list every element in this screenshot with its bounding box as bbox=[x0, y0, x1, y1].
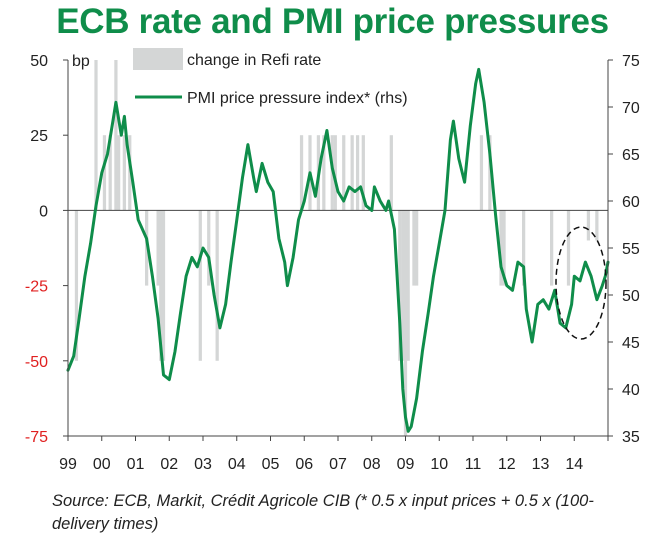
refi-bar-4 bbox=[114, 60, 118, 211]
refi-bar-0 bbox=[74, 210, 79, 361]
refi-bar-11 bbox=[161, 210, 166, 361]
annotation-ellipse bbox=[555, 226, 607, 340]
refi-bar-15 bbox=[299, 135, 304, 211]
x-tick-label: 11 bbox=[465, 456, 482, 473]
legend-bar-label: change in Refi rate bbox=[187, 52, 321, 69]
x-tick-label: 02 bbox=[160, 456, 178, 473]
refi-bar-32 bbox=[479, 135, 484, 211]
x-axis-ticks: 99 00 01 02 03 04 05 06 07 08 09 10 11 12 13 14 bbox=[59, 436, 609, 473]
legend: change in Refi rate PMI price pressure i… bbox=[133, 48, 408, 107]
refi-bar-14 bbox=[215, 210, 219, 361]
pmi-line bbox=[66, 67, 610, 433]
x-tick-label: 00 bbox=[93, 456, 111, 473]
refi-bar-7 bbox=[128, 135, 132, 211]
refi-bar-22 bbox=[350, 135, 354, 211]
refi-bar-30 bbox=[412, 210, 416, 286]
legend-bar-swatch bbox=[133, 48, 183, 70]
right-tick-label: 40 bbox=[622, 382, 640, 399]
left-axis-ticks: 50 25 0 -25 -50 -75 bbox=[25, 53, 68, 446]
x-tick-label: 12 bbox=[498, 456, 516, 473]
left-tick-label: 25 bbox=[30, 128, 48, 145]
left-tick-label: -25 bbox=[25, 279, 48, 296]
refi-bar-23 bbox=[355, 135, 360, 211]
x-tick-label: 05 bbox=[262, 456, 280, 473]
refi-bar-21 bbox=[342, 135, 346, 211]
chart-source: Source: ECB, Markit, Crédit Agricole CIB… bbox=[52, 492, 594, 533]
left-axis-unit-label: bp bbox=[72, 53, 90, 70]
refi-bar-2 bbox=[102, 135, 107, 211]
x-tick-label: 09 bbox=[397, 456, 415, 473]
left-tick-label: -75 bbox=[25, 429, 48, 446]
refi-bar-24 bbox=[361, 135, 365, 211]
x-tick-label: 14 bbox=[565, 456, 583, 473]
refi-bar-28 bbox=[403, 210, 408, 436]
x-tick-label: 03 bbox=[194, 456, 212, 473]
x-tick-label: 08 bbox=[363, 456, 381, 473]
left-tick-label: -50 bbox=[25, 354, 48, 371]
refi-bar-18 bbox=[322, 135, 326, 211]
chart-title: ECB rate and PMI price pressures bbox=[56, 2, 609, 41]
right-tick-label: 70 bbox=[622, 100, 640, 117]
refi-bar-27 bbox=[401, 210, 405, 361]
right-tick-label: 35 bbox=[622, 429, 640, 446]
refi-bar-3 bbox=[108, 135, 112, 211]
refi-bar-5 bbox=[117, 135, 121, 211]
refi-bar-39 bbox=[586, 210, 591, 241]
refi-bar-36 bbox=[522, 210, 526, 286]
refi-bar-29 bbox=[406, 210, 410, 361]
refi-bar-26 bbox=[398, 210, 402, 361]
refi-bar-34 bbox=[499, 210, 503, 286]
right-tick-label: 60 bbox=[622, 194, 640, 211]
refi-bar-40 bbox=[595, 210, 599, 241]
refi-bar-38 bbox=[566, 210, 571, 286]
bars-layer bbox=[74, 60, 599, 436]
refi-bar-9 bbox=[156, 210, 160, 286]
refi-bar-10 bbox=[159, 210, 163, 361]
x-tick-label: 99 bbox=[59, 456, 77, 473]
x-tick-label: 13 bbox=[532, 456, 550, 473]
x-tick-label: 01 bbox=[127, 456, 145, 473]
left-tick-label: 0 bbox=[39, 203, 48, 220]
right-tick-label: 55 bbox=[622, 241, 640, 258]
x-tick-label: 10 bbox=[430, 456, 448, 473]
refi-bar-31 bbox=[415, 210, 419, 286]
right-tick-label: 45 bbox=[622, 335, 640, 352]
refi-bar-35 bbox=[502, 210, 506, 286]
right-axis-ticks: 75 70 65 60 55 50 45 40 35 bbox=[608, 53, 640, 446]
right-tick-label: 50 bbox=[622, 288, 640, 305]
refi-bar-6 bbox=[122, 135, 126, 211]
x-tick-label: 04 bbox=[228, 456, 246, 473]
right-tick-label: 75 bbox=[622, 53, 640, 70]
refi-bar-12 bbox=[198, 210, 202, 361]
right-tick-label: 65 bbox=[622, 147, 640, 164]
refi-bar-1 bbox=[94, 60, 98, 211]
refi-bar-20 bbox=[333, 135, 337, 211]
refi-bar-25 bbox=[389, 135, 393, 211]
x-tick-label: 07 bbox=[329, 456, 347, 473]
left-tick-label: 50 bbox=[30, 53, 48, 70]
x-tick-label: 06 bbox=[295, 456, 313, 473]
refi-bar-13 bbox=[207, 210, 211, 286]
refi-bar-33 bbox=[488, 135, 492, 211]
refi-bar-37 bbox=[550, 210, 554, 286]
legend-line-label: PMI price pressure index* (rhs) bbox=[187, 90, 408, 107]
